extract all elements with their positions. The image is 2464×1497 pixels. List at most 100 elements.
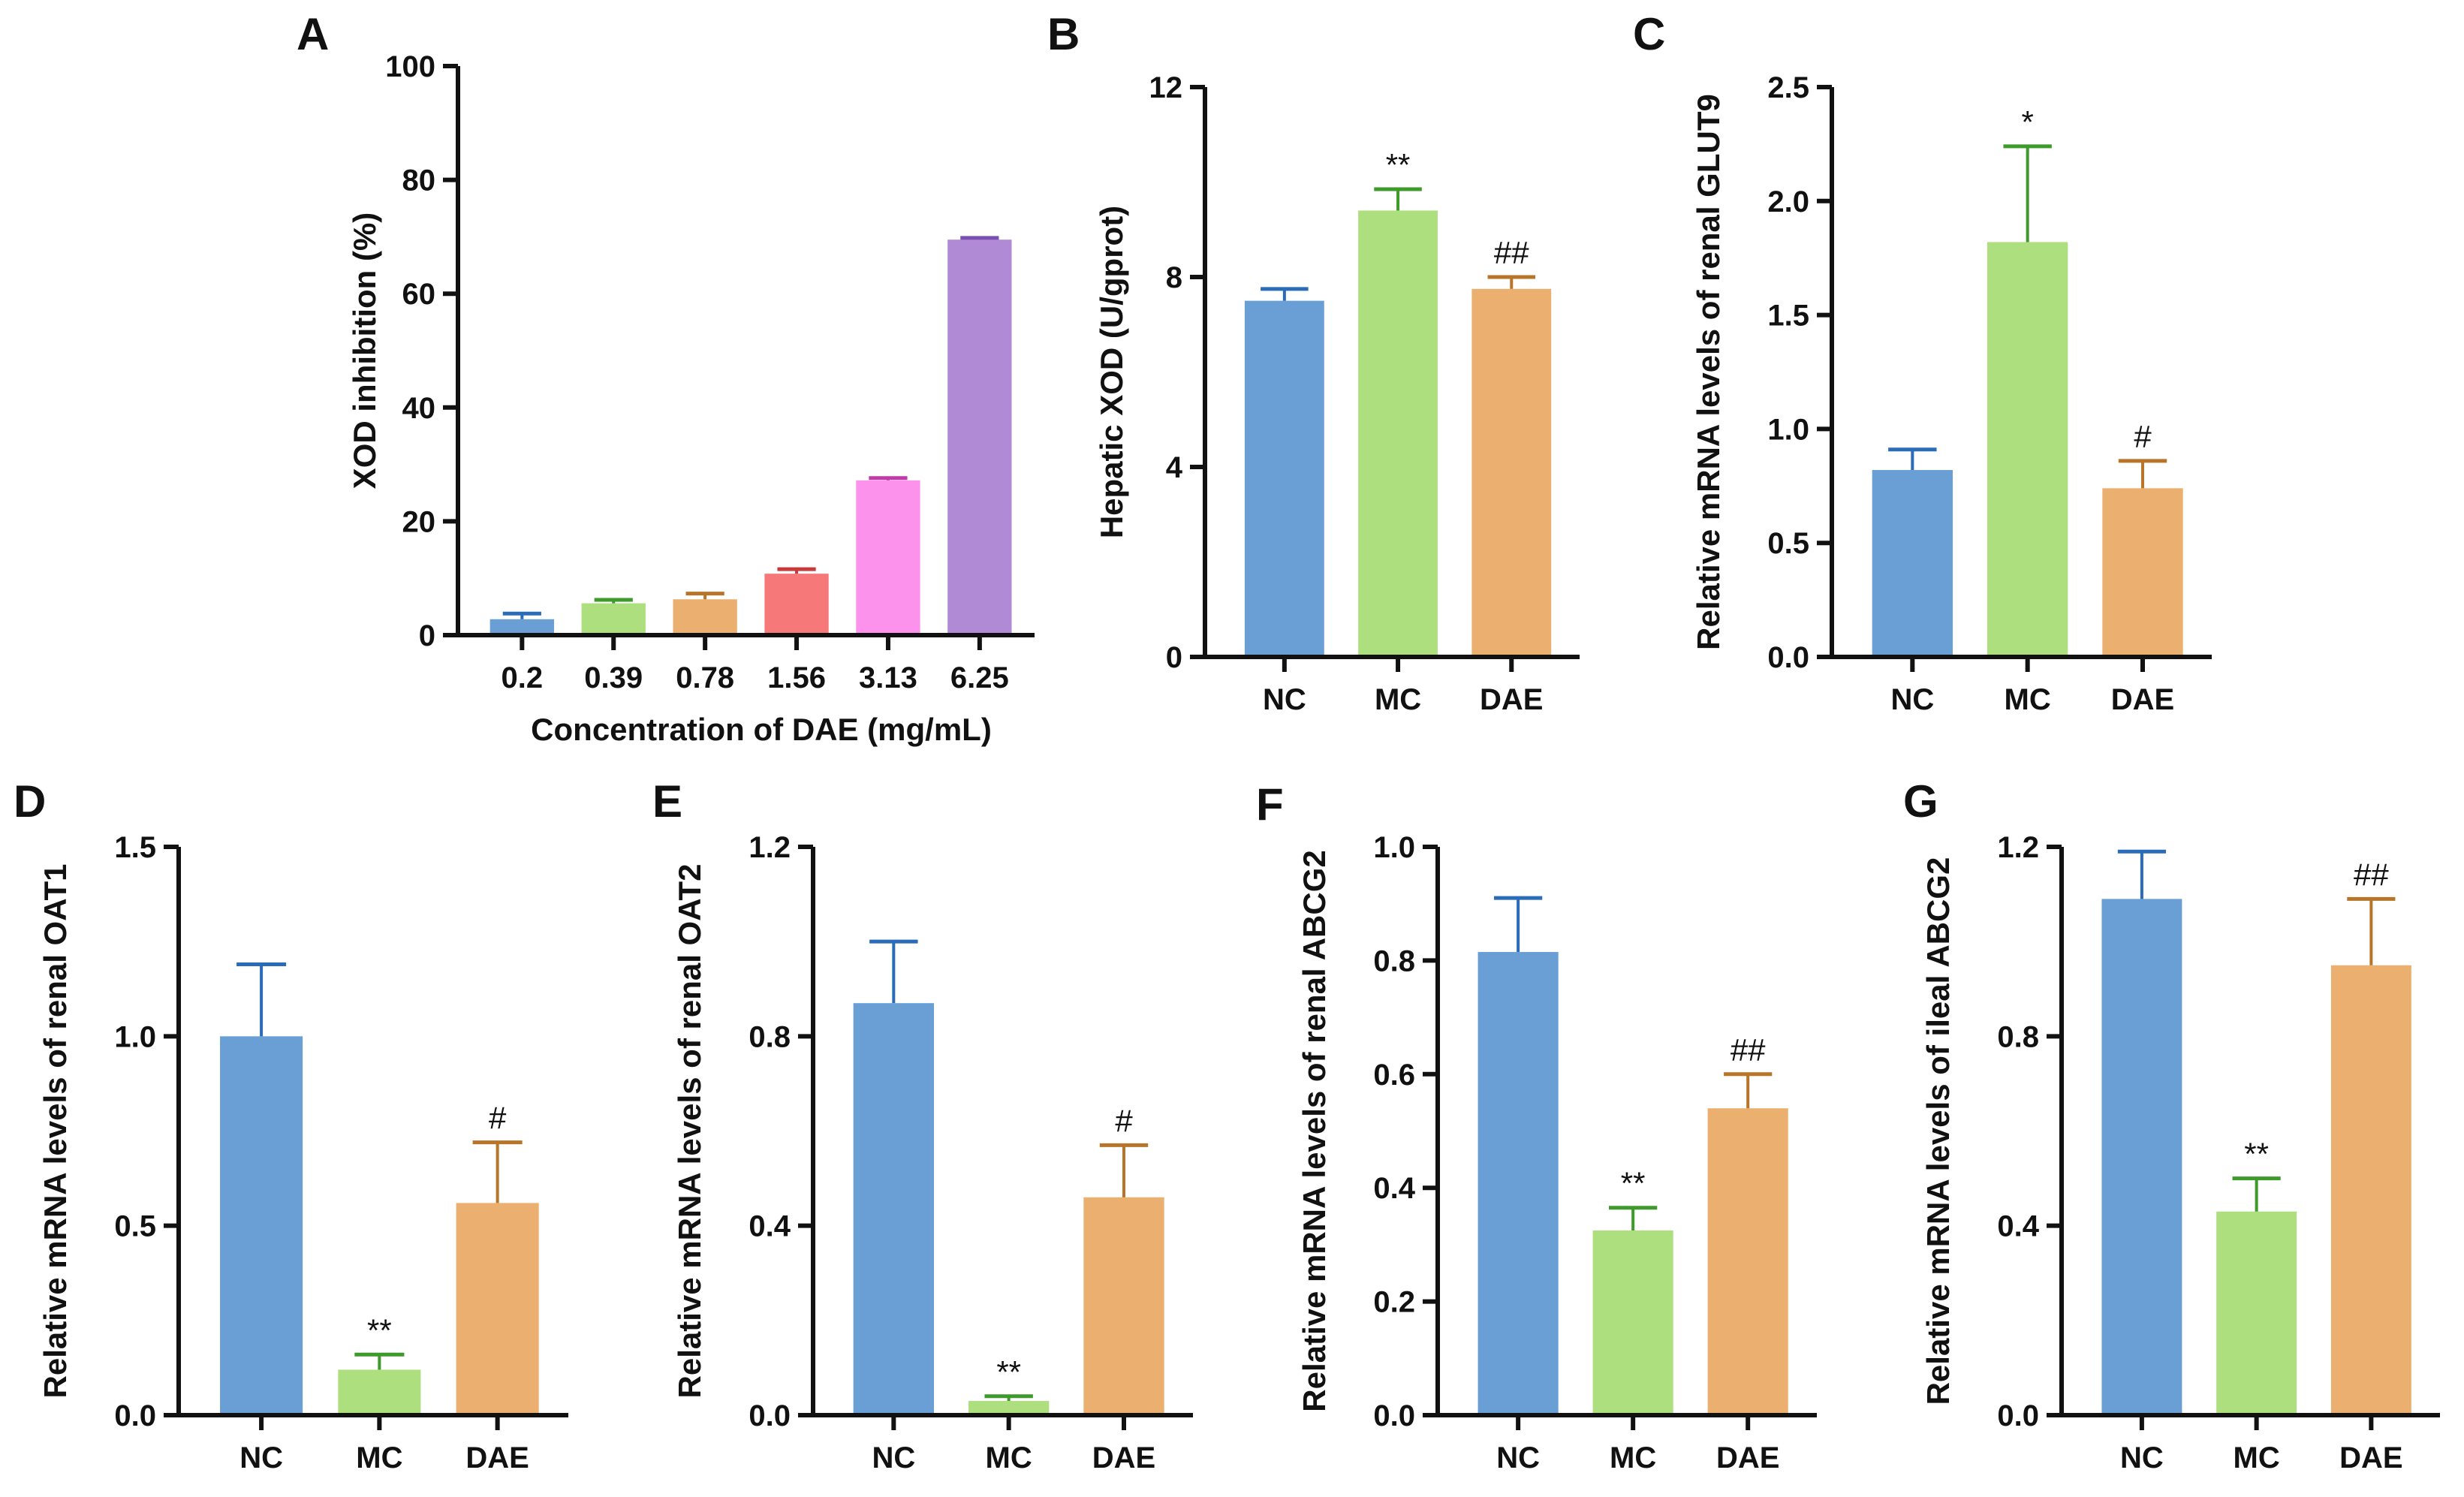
panel-d: D NC ** MC # DAE 0.0 0.5 1.0 1.5 Relative mRNA lev… xyxy=(14,776,568,1474)
significance-mark: ** xyxy=(1386,147,1411,182)
y-tick-label: 0.4 xyxy=(1373,1172,1415,1205)
significance-mark: ** xyxy=(367,1312,392,1348)
bar-3.13 xyxy=(856,480,920,635)
x-tick-label: MC xyxy=(986,1441,1032,1474)
y-tick-label: 0.0 xyxy=(114,1399,156,1432)
y-axis-title: Relative mRNA levels of renal OAT2 xyxy=(672,864,707,1399)
x-tick-label: NC xyxy=(1496,1441,1540,1474)
y-tick-label: 0.0 xyxy=(1997,1399,2039,1432)
bar-NC xyxy=(1872,470,1953,657)
significance-mark: * xyxy=(2021,104,2033,140)
y-axis-title: Relative mRNA levels of renal ABCG2 xyxy=(1297,850,1332,1411)
y-tick-label: 0.6 xyxy=(1373,1059,1415,1092)
y-tick-label: 1.0 xyxy=(114,1020,156,1053)
y-axis-title: XOD inhibition (%) xyxy=(347,212,382,489)
significance-mark: ** xyxy=(2244,1137,2269,1172)
bar-MC xyxy=(1987,242,2068,657)
panel-label: C xyxy=(1633,9,1665,59)
y-tick-label: 80 xyxy=(402,164,436,197)
panel-g: G NC ** MC ## DAE 0.0 0.4 0.8 1.2 Relative mRNA le… xyxy=(1903,776,2440,1474)
x-tick-label: MC xyxy=(2005,683,2051,716)
significance-mark: # xyxy=(489,1101,507,1136)
bar-0.39 xyxy=(581,603,646,635)
bar-DAE xyxy=(1083,1197,1164,1415)
x-tick-label: 6.25 xyxy=(950,661,1009,694)
x-tick-label: DAE xyxy=(1716,1441,1779,1474)
y-tick-label: 0.0 xyxy=(1767,641,1809,674)
x-tick-label: 0.78 xyxy=(676,661,734,694)
panel-label: E xyxy=(652,776,682,827)
bar-MC xyxy=(1592,1230,1673,1415)
y-axis-title: Relative mRNA levels of renal GLUT9 xyxy=(1691,94,1726,650)
x-tick-label: DAE xyxy=(1092,1441,1155,1474)
x-tick-label: DAE xyxy=(465,1441,529,1474)
bar-NC xyxy=(2101,899,2182,1415)
y-tick-label: 0.0 xyxy=(1373,1399,1415,1432)
y-tick-label: 0.0 xyxy=(749,1399,791,1432)
y-tick-label: 20 xyxy=(402,505,436,538)
bar-DAE xyxy=(456,1203,539,1415)
bar-DAE xyxy=(2102,488,2183,657)
y-tick-label: 0 xyxy=(1166,641,1182,674)
y-tick-label: 0.2 xyxy=(1373,1286,1415,1319)
significance-mark: # xyxy=(1115,1103,1133,1138)
bar-6.25 xyxy=(947,239,1012,635)
x-tick-label: DAE xyxy=(1480,683,1543,716)
x-axis-title: Concentration of DAE (mg/mL) xyxy=(531,712,992,747)
bar-DAE xyxy=(1707,1108,1788,1415)
x-tick-label: MC xyxy=(1610,1441,1656,1474)
bar-NC xyxy=(1244,300,1324,657)
x-tick-label: NC xyxy=(239,1441,283,1474)
y-tick-label: 1.2 xyxy=(1997,831,2039,864)
panel-f: F NC ** MC ## DAE 0.0 0.2 0.4 0.6 0.8 1.0 Relative m… xyxy=(1256,779,1817,1474)
x-tick-label: NC xyxy=(2120,1441,2164,1474)
y-tick-label: 0.8 xyxy=(1373,944,1415,977)
bar-NC xyxy=(220,1036,303,1415)
y-tick-label: 40 xyxy=(402,392,436,425)
bar-DAE xyxy=(2330,965,2411,1415)
bar-1.56 xyxy=(764,574,829,635)
y-tick-label: 1.0 xyxy=(1373,831,1415,864)
bar-MC xyxy=(338,1369,421,1415)
x-tick-label: DAE xyxy=(2111,683,2174,716)
bar-NC xyxy=(853,1003,934,1415)
y-tick-label: 1.5 xyxy=(114,831,156,864)
significance-mark: ## xyxy=(1731,1032,1766,1068)
bar-0.2 xyxy=(489,619,554,635)
y-tick-label: 0.4 xyxy=(1997,1210,2039,1243)
bar-MC xyxy=(2216,1211,2297,1415)
x-tick-label: 0.39 xyxy=(584,661,643,694)
y-tick-label: 100 xyxy=(385,50,435,83)
panel-label: B xyxy=(1047,9,1080,59)
y-tick-label: 4 xyxy=(1166,451,1183,484)
panel-e: E NC ** MC # DAE 0.0 0.4 0.8 1.2 Relative mRNA lev… xyxy=(652,776,1193,1474)
y-tick-label: 60 xyxy=(402,278,436,311)
y-tick-label: 2.5 xyxy=(1767,71,1809,104)
bar-0.78 xyxy=(673,599,737,635)
panel-label: D xyxy=(14,776,46,827)
x-tick-label: DAE xyxy=(2339,1441,2402,1474)
panel-b: B NC ** MC ## DAE 0 4 8 12 Hepatic XOD (U/gprot) xyxy=(1047,9,1580,716)
significance-mark: # xyxy=(2134,419,2152,454)
y-tick-label: 0.4 xyxy=(749,1210,791,1243)
bar-DAE xyxy=(1471,288,1552,657)
bar-MC xyxy=(968,1401,1050,1415)
significance-mark: ** xyxy=(996,1354,1021,1390)
y-tick-label: 8 xyxy=(1166,261,1182,294)
y-axis-title: Relative mRNA levels of renal OAT1 xyxy=(38,864,73,1399)
y-tick-label: 1.0 xyxy=(1767,413,1809,446)
panel-c: C NC * MC # DAE 0.0 0.5 1.0 1.5 2.0 2.5 Relative mRN… xyxy=(1633,9,2212,716)
x-tick-label: MC xyxy=(2234,1441,2280,1474)
y-tick-label: 0 xyxy=(419,619,435,652)
x-tick-label: 3.13 xyxy=(859,661,917,694)
bar-MC xyxy=(1358,210,1438,657)
y-tick-label: 0.8 xyxy=(749,1020,791,1053)
y-tick-label: 0.8 xyxy=(1997,1020,2039,1053)
x-tick-label: MC xyxy=(1375,683,1421,716)
panel-a: A 0.2 0.39 0.78 1.56 3.13 6.25 0 20 40 60 80 100 XOD … xyxy=(297,9,1035,747)
y-tick-label: 12 xyxy=(1149,71,1183,104)
x-tick-label: NC xyxy=(1263,683,1306,716)
y-axis-title: Hepatic XOD (U/gprot) xyxy=(1094,206,1129,538)
y-tick-label: 1.2 xyxy=(749,831,791,864)
